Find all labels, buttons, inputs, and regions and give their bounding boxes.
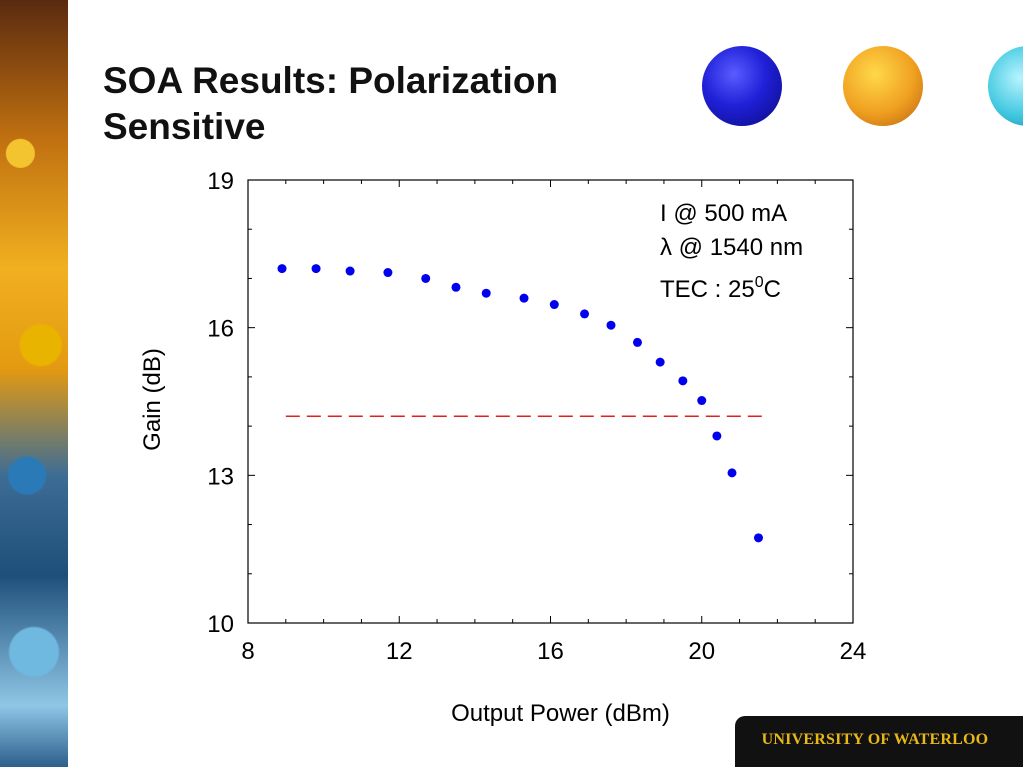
y-tick-label: 16 (207, 316, 234, 343)
data-point (712, 431, 722, 441)
data-point (311, 264, 321, 274)
y-tick-label: 13 (207, 463, 234, 490)
y-tick-label: 19 (207, 168, 234, 195)
data-point (345, 266, 355, 276)
footer-band (735, 716, 1023, 767)
data-point (383, 268, 393, 278)
blue-orb-decoration (702, 46, 782, 126)
data-point (655, 357, 665, 367)
x-tick-label: 8 (241, 638, 254, 665)
y-axis-label: Gain (dB) (139, 348, 166, 451)
annotation-wavelength: λ @ 1540 nm (660, 234, 803, 261)
data-point (697, 396, 707, 406)
data-point (753, 533, 763, 543)
data-point (580, 309, 590, 319)
data-point (727, 468, 737, 478)
x-axis-label: Output Power (dBm) (451, 700, 670, 727)
orange-orb-decoration (843, 46, 923, 126)
university-footer: UNIVERSITY OF WATERLOO (761, 731, 989, 748)
data-point (632, 337, 642, 347)
annotation-tec: TEC : 250C (660, 274, 781, 303)
data-point (549, 300, 559, 310)
annotation-current: I @ 500 mA (660, 200, 787, 227)
data-point (277, 264, 287, 274)
data-point (678, 376, 688, 386)
x-tick-label: 24 (840, 638, 867, 665)
data-point (451, 282, 461, 292)
data-point (421, 273, 431, 283)
data-point (519, 293, 529, 303)
x-tick-label: 12 (386, 638, 413, 665)
y-tick-label: 10 (207, 611, 234, 638)
data-point (606, 320, 616, 330)
x-tick-label: 20 (688, 638, 715, 665)
x-tick-label: 16 (537, 638, 564, 665)
data-point (481, 288, 491, 298)
slide-title: SOA Results: Polarization Sensitive (103, 60, 559, 147)
decorative-circuit-strip (0, 0, 68, 767)
